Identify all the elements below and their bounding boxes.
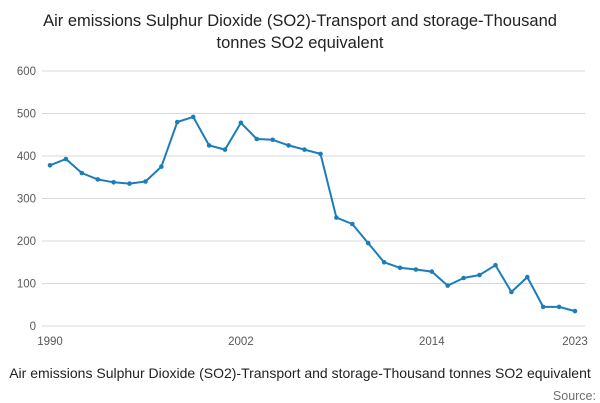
data-point [477, 272, 482, 277]
data-point [493, 262, 498, 268]
data-point [238, 120, 244, 125]
y-tick-label: 100 [17, 278, 36, 290]
data-point [334, 214, 339, 220]
data-point [461, 275, 466, 280]
data-point [509, 289, 514, 294]
x-tick-label: 2014 [419, 336, 445, 348]
line-chart: 0 100 200 300 400 500 600 1990 2002 2014 2023 [0, 59, 600, 359]
x-tick-label: 1990 [37, 336, 63, 348]
y-tick-label: 500 [17, 108, 36, 120]
y-tick-label: 0 [30, 321, 36, 333]
data-point [47, 162, 53, 168]
y-tick-label: 200 [17, 236, 36, 248]
footer-caption-clip: Air emissions Sulphur Dioxide (SO2)-Tran… [0, 365, 600, 387]
data-point [302, 146, 307, 152]
data-point [222, 146, 228, 152]
data-point [127, 180, 132, 186]
footer: Air emissions Sulphur Dioxide (SO2)-Tran… [0, 359, 600, 403]
data-point [79, 170, 85, 175]
y-tick-label: 600 [17, 66, 36, 78]
data-point [572, 308, 578, 313]
data-point [206, 142, 212, 148]
chart-title: Air emissions Sulphur Dioxide (SO2)-Tran… [43, 12, 557, 53]
data-point [286, 142, 291, 148]
x-tick-label: 2002 [228, 336, 254, 348]
footer-caption: Air emissions Sulphur Dioxide (SO2)-Tran… [9, 364, 591, 381]
data-point [111, 179, 116, 185]
data-point [525, 274, 530, 279]
data-point [95, 176, 100, 182]
source-label: Source: [552, 388, 596, 403]
data-point [190, 114, 196, 119]
data-point [397, 265, 403, 270]
data-point [63, 156, 69, 161]
data-point [143, 178, 148, 184]
data-point [556, 304, 562, 309]
data-point [254, 136, 260, 141]
data-point [445, 282, 451, 288]
data-point [175, 119, 180, 124]
y-tick-label: 400 [17, 151, 36, 163]
data-point [350, 221, 355, 226]
chart-canvas: 0 100 200 300 400 500 600 1990 2002 2014 2023 [17, 66, 588, 348]
data-point [413, 266, 419, 272]
data-point [540, 304, 546, 309]
data-point [270, 137, 276, 142]
x-tick-label: 2023 [562, 336, 588, 348]
data-point [159, 163, 164, 169]
data-point [429, 268, 435, 274]
data-point [381, 259, 387, 265]
data-line [49, 115, 576, 312]
data-point [365, 240, 371, 245]
data-point [318, 151, 323, 156]
y-tick-label: 300 [17, 193, 36, 205]
